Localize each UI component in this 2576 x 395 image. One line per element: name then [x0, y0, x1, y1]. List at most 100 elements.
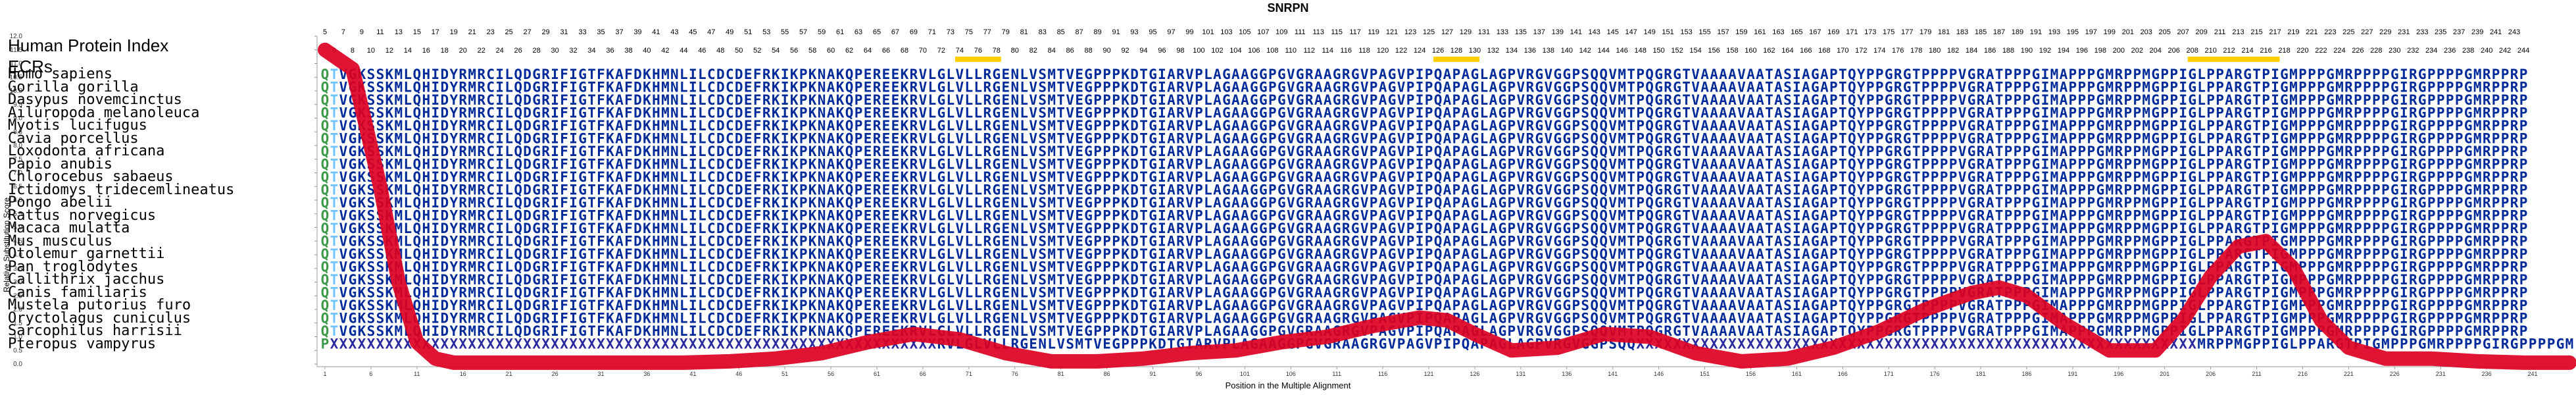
human-index-number: 147	[1625, 28, 1637, 36]
x-tick-label: 71	[966, 371, 972, 377]
human-index-number: 74	[956, 47, 964, 55]
residue: K	[808, 66, 817, 82]
human-index-number: 58	[808, 47, 816, 55]
y-tick-label: 8.0	[13, 142, 22, 149]
residue: F	[624, 66, 633, 82]
residue: Q	[514, 66, 522, 82]
human-index-number: 13	[395, 28, 403, 36]
human-index-number: 71	[928, 28, 936, 36]
x-tick-label: 46	[735, 371, 742, 377]
x-tick-label: 231	[2436, 371, 2446, 377]
human-index-number: 186	[1984, 47, 1996, 55]
species-name: Macaca mulatta	[8, 221, 130, 236]
human-index-number: 233	[2416, 28, 2428, 36]
human-index-number: 149	[1643, 28, 1655, 36]
human-index-number: 221	[2306, 28, 2317, 36]
species-name: Myotis lucifugus	[8, 118, 147, 133]
residue: H	[652, 66, 660, 82]
human-index-number: 188	[2002, 47, 2014, 55]
y-tick-label: 0.0	[13, 361, 22, 368]
residue: K	[606, 66, 614, 82]
residue: D	[716, 66, 725, 82]
human-index-number: 179	[1920, 28, 1931, 36]
human-index-number: 202	[2131, 47, 2143, 55]
x-tick-label: 201	[2160, 371, 2169, 377]
human-index-number: 231	[2398, 28, 2410, 36]
species-name: Cavia porcellus	[8, 131, 139, 146]
human-index-number: 212	[2223, 47, 2235, 55]
human-index-number: 18	[441, 47, 449, 55]
y-tick-label: 9.5	[13, 101, 22, 109]
human-index-number: 181	[1938, 28, 1950, 36]
human-index-number: 123	[1404, 28, 1416, 36]
human-index-number: 38	[624, 47, 632, 55]
y-tick-label: 8.5	[13, 128, 22, 136]
residue: K	[901, 66, 909, 82]
human-index-number: 154	[1689, 47, 1701, 55]
human-index-number: 44	[680, 47, 687, 55]
human-protein-index-label: Human Protein Index	[8, 36, 168, 56]
y-tick-label: 5.5	[13, 211, 22, 218]
human-index-number: 134	[1506, 47, 1518, 55]
human-index-number: 244	[2517, 47, 2529, 55]
y-tick-label: 9.0	[13, 115, 22, 122]
human-index-number: 189	[2012, 28, 2023, 36]
human-index-number: 153	[1680, 28, 1692, 36]
residue: T	[330, 66, 339, 82]
residue: R	[541, 66, 550, 82]
human-index-number: 31	[560, 28, 568, 36]
human-index-number: 201	[2122, 28, 2134, 36]
residue: E	[744, 66, 753, 82]
x-tick-label: 16	[460, 371, 466, 377]
x-tick-label: 31	[598, 371, 605, 377]
human-index-number: 205	[2159, 28, 2171, 36]
human-index-number: 174	[1873, 47, 1885, 55]
x-tick-label: 181	[1976, 371, 1986, 377]
human-index-number: 34	[587, 47, 595, 55]
human-index-number: 223	[2324, 28, 2336, 36]
human-index-number: 11	[376, 28, 384, 36]
human-index-number: 33	[578, 28, 586, 36]
human-index-number: 185	[1975, 28, 1987, 36]
human-index-number: 148	[1634, 47, 1646, 55]
human-index-number: 100	[1193, 47, 1204, 55]
human-index-number: 161	[1754, 28, 1766, 36]
human-index-number: 158	[1726, 47, 1738, 55]
human-index-number: 126	[1432, 47, 1444, 55]
human-index-number: 141	[1570, 28, 1582, 36]
residue: D	[440, 66, 449, 82]
human-index-number: 25	[505, 28, 513, 36]
human-index-number: 124	[1414, 47, 1425, 55]
residue: F	[597, 66, 605, 82]
x-tick-label: 81	[1058, 371, 1064, 377]
y-tick-label: 12.0	[10, 33, 23, 40]
residue: R	[477, 66, 485, 82]
residue: Y	[449, 66, 458, 82]
human-index-number: 61	[836, 28, 844, 36]
human-index-number: 50	[735, 47, 743, 55]
human-index-number: 95	[1149, 28, 1156, 36]
human-index-number: 165	[1791, 28, 1802, 36]
x-tick-label: 106	[1286, 371, 1296, 377]
residue: M	[395, 66, 403, 82]
residue: R	[458, 66, 467, 82]
human-index-number: 128	[1450, 47, 1462, 55]
human-index-number: 225	[2342, 28, 2354, 36]
human-index-number: 214	[2241, 47, 2253, 55]
species-name: Oryctolagus cuniculus	[8, 311, 191, 326]
human-index-number: 101	[1202, 28, 1214, 36]
x-tick-label: 236	[2482, 371, 2492, 377]
human-index-number: 178	[1910, 47, 1922, 55]
species-name: Otolemur garnettii	[8, 247, 164, 261]
human-index-number: 94	[1139, 47, 1147, 55]
residue: Q	[321, 66, 330, 82]
human-index-number: 163	[1772, 28, 1784, 36]
residue: G	[578, 66, 587, 82]
human-index-number: 96	[1158, 47, 1166, 55]
x-tick-label: 136	[1562, 371, 1572, 377]
human-index-number: 49	[726, 28, 733, 36]
human-index-number: 150	[1652, 47, 1664, 55]
y-tick-label: 2.5	[13, 292, 22, 300]
human-index-number: 209	[2195, 28, 2207, 36]
